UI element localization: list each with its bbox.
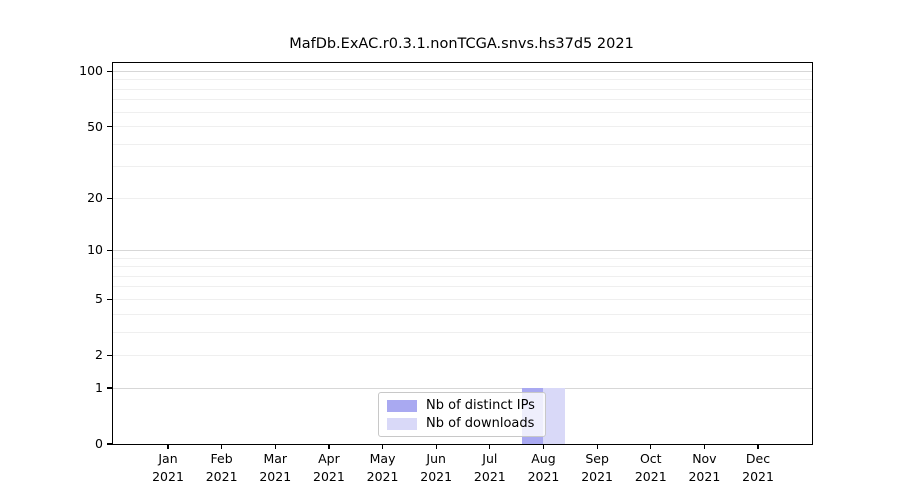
x-tick-mark [274, 444, 276, 449]
y-tick-label: 0 [95, 436, 103, 451]
minor-gridline [113, 99, 812, 101]
y-tick-label: 50 [87, 118, 103, 134]
y-tick-mark [107, 70, 112, 72]
minor-gridline [113, 166, 812, 168]
minor-gridline [113, 257, 812, 259]
minor-gridline [113, 313, 812, 315]
x-tick-label: Mar 2021 [259, 451, 292, 484]
y-tick-mark [107, 197, 112, 199]
x-tick-mark [328, 444, 330, 449]
minor-gridline [113, 266, 812, 268]
x-tick-label: Jul 2021 [473, 451, 506, 484]
major-gridline [113, 249, 812, 251]
minor-gridline [113, 111, 812, 113]
x-tick-mark [221, 444, 223, 449]
minor-gridline [113, 88, 812, 90]
minor-gridline [113, 286, 812, 288]
legend-item-distinct-ips: Nb of distinct IPs [387, 398, 537, 413]
chart-title: MafDb.ExAC.r0.3.1.nonTCGA.snvs.hs37d5 20… [289, 36, 634, 52]
x-tick-mark [435, 444, 437, 449]
minor-gridline [113, 331, 812, 333]
major-gridline [113, 387, 812, 389]
x-tick-label: May 2021 [366, 451, 399, 484]
legend-swatch-downloads [387, 417, 417, 430]
x-tick-mark [167, 444, 169, 449]
plot-area: Nb of distinct IPs Nb of downloads 0 1 2 5 1… [79, 62, 813, 484]
y-tick-label: 5 [95, 291, 103, 307]
x-tick-label: Dec 2021 [742, 451, 774, 484]
minor-gridline [113, 79, 812, 81]
x-tick-mark [381, 444, 384, 449]
legend-label-downloads: Nb of downloads [426, 416, 535, 431]
y-tick-mark [107, 298, 112, 300]
y-tick-label: 20 [87, 190, 103, 206]
x-tick-mark [703, 444, 705, 449]
x-tick-label: Jan 2021 [152, 451, 184, 484]
bar-downloads [543, 388, 566, 444]
y-tick-label: 10 [87, 242, 103, 258]
y-tick-label: 1 [95, 380, 103, 396]
x-tick-label: Feb 2021 [205, 451, 238, 484]
x-tick-label: Aug 2021 [527, 451, 560, 484]
x-tick-mark [489, 444, 491, 449]
x-tick-label: Sep 2021 [581, 451, 614, 484]
minor-gridline [113, 354, 812, 356]
minor-gridline [113, 126, 812, 128]
x-tick-mark [757, 444, 759, 449]
x-tick-mark [650, 444, 652, 449]
legend-item-downloads: Nb of downloads [387, 416, 537, 431]
minor-gridline [113, 275, 812, 277]
y-tick-label: 2 [95, 347, 103, 363]
x-tick-label: Oct 2021 [634, 451, 667, 484]
x-tick-label: Nov 2021 [688, 451, 721, 484]
x-tick-label: Jun 2021 [420, 451, 453, 484]
x-tick-label: Apr 2021 [313, 451, 345, 484]
legend-swatch-distinct-ips [387, 399, 417, 412]
x-tick-mark [596, 444, 598, 449]
minor-gridline [113, 143, 812, 145]
y-tick-mark [107, 249, 112, 251]
minor-gridline [113, 197, 812, 199]
legend: Nb of distinct IPs Nb of downloads [378, 392, 546, 437]
major-gridline [113, 70, 812, 72]
y-tick-mark [107, 125, 112, 128]
y-tick-mark [107, 354, 112, 356]
y-tick-mark [107, 387, 112, 389]
y-tick-mark [107, 443, 112, 445]
legend-label-distinct-ips: Nb of distinct IPs [426, 398, 535, 413]
minor-gridline [113, 298, 812, 300]
y-tick-label: 100 [79, 63, 103, 79]
x-tick-mark [542, 444, 545, 449]
